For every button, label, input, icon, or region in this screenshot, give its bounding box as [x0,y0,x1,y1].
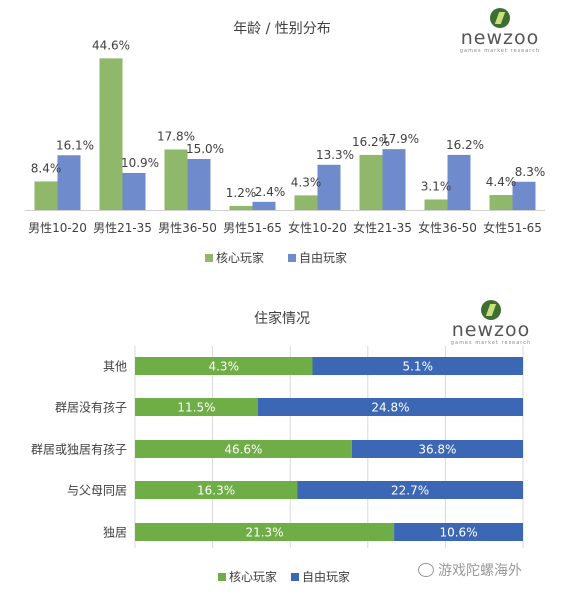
legend-label-free: 自由玩家 [299,250,347,265]
data-label-free: 13.3% [316,148,354,162]
data-label-core: 21.3% [245,526,283,540]
data-label-free: 16.1% [56,138,94,152]
bar-free [57,155,81,210]
bar-free [122,172,146,210]
bar-free [512,181,536,210]
data-label-free: 15.0% [186,142,224,156]
logo-word: newzoo [460,27,540,49]
tick-label: 女性10-20 [288,220,347,235]
logo-tagline: games market research [459,48,541,54]
bar-core [135,357,313,375]
bar-free [447,154,471,210]
data-label-core: 4.4% [486,175,517,189]
legend-swatch-core [205,254,213,262]
bar-free [382,149,406,210]
bar-core [99,58,123,210]
bar-core [164,149,188,210]
data-label-core: 8.4% [31,161,62,175]
bar-free [252,201,276,210]
bar-core [489,195,513,210]
legend-swatch-free [291,573,299,581]
tick-label: 女性21-35 [353,220,412,235]
legend-swatch-core [218,573,226,581]
tick-label: 女性51-65 [483,220,542,235]
tick-label: 男性51-65 [223,221,282,235]
data-label-core: 44.6% [92,38,130,52]
bar-core [229,205,253,210]
newzoo-logo: newzoo games market research [445,8,555,56]
bar-core [135,481,298,499]
bar-core [135,523,395,541]
tick-label: 男性21-35 [93,221,152,235]
bar-free [297,481,523,499]
bar-free [257,398,523,416]
category-label: 独居 [103,526,127,540]
logo-word: newzoo [451,319,531,341]
legend-label-core: 核心玩家 [216,250,264,265]
data-label-free: 10.9% [121,156,159,170]
bar-free [351,440,523,458]
data-label-core: 3.1% [421,179,452,193]
watermark-text: 游戏陀螺海外 [438,563,522,579]
watermark: 游戏陀螺海外 [418,560,522,580]
bar-core [424,199,448,210]
legend-swatch-free [288,254,296,262]
newzoo-logo-2: newzoo games market research [436,300,546,348]
category-label: 与父母同居 [67,484,127,498]
data-label-free: 8.3% [515,165,546,179]
data-label-core: 17.8% [157,129,195,143]
category-label: 群居或独居有孩子 [31,443,127,457]
tick-label: 女性36-50 [418,220,477,235]
tick-label: 男性36-50 [158,221,217,235]
data-label-core: 16.2% [352,135,390,149]
data-label-free: 10.6% [439,526,477,540]
wechat-icon [418,563,434,577]
data-label-free: 36.8% [418,443,456,457]
category-label: 其他 [103,360,127,374]
data-label-core: 1.2% [226,186,257,200]
data-label-free: 2.4% [255,185,286,199]
bar-core [135,440,352,458]
bar-free [312,357,523,375]
bar-free [187,159,211,210]
bar-free [394,523,523,541]
data-label-free: 5.1% [402,360,433,374]
bar-core [359,154,383,210]
category-label: 群居没有孩子 [55,400,127,415]
data-label-core: 11.5% [177,401,215,415]
legend-label-core: 核心玩家 [229,569,277,584]
data-label-free: 17.9% [381,132,419,146]
data-label-core: 46.6% [224,443,262,457]
newzoo-mark-icon [490,8,510,28]
household-chart: 住家情况 4.3% 5.1% 其他 11.5% 24.8% 群居没有孩子 46.6% 36.8%… [31,310,524,584]
chart-title: 年龄 / 性别分布 [233,21,331,37]
data-label-free: 16.2% [446,138,484,152]
bar-free [317,164,341,210]
tick-label: 男性10-20 [28,221,87,235]
newzoo-mark-icon [481,300,501,320]
logo-tagline: games market research [450,340,532,346]
bar-core [135,398,258,416]
bar-core [34,181,58,210]
legend-label-free: 自由玩家 [302,569,350,584]
data-label-free: 22.7% [391,484,429,498]
bar-core [294,195,318,210]
data-label-free: 24.8% [371,401,409,415]
data-label-core: 4.3% [291,175,322,189]
chart-title: 住家情况 [254,310,310,327]
age-gender-chart: 年龄 / 性别分布 8.4% 16.1% 男性10-20 44.6% 10.9% 男性21-… [25,21,546,265]
data-label-core: 16.3% [197,484,235,498]
data-label-core: 4.3% [208,360,239,374]
